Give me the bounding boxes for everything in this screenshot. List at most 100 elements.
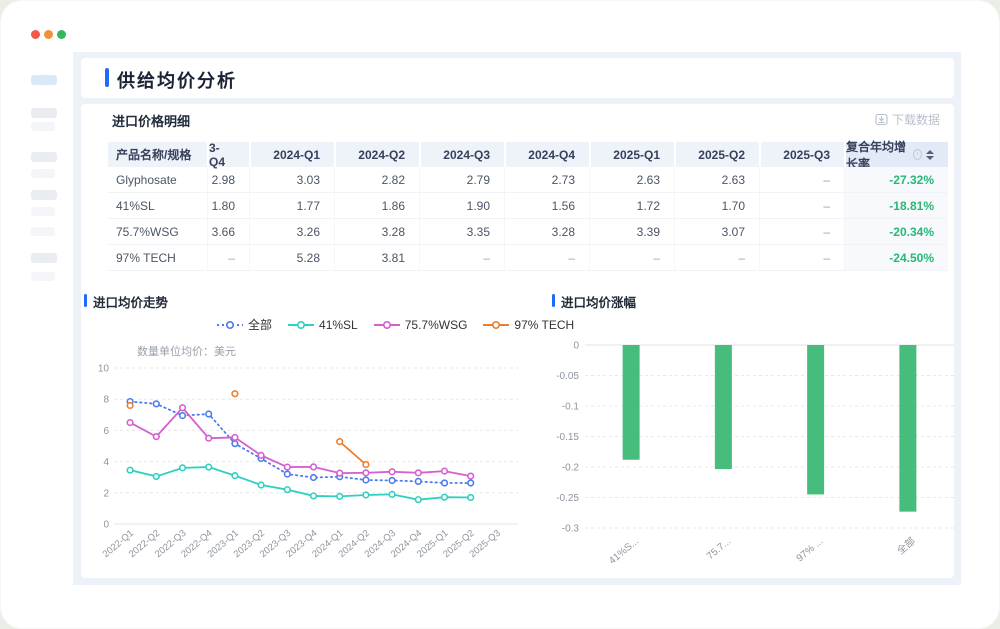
sidebar-skeleton-item: [31, 272, 55, 281]
column-header: 2025-Q1: [589, 142, 674, 167]
price-cell: 3.28: [504, 219, 589, 244]
price-cell: –: [419, 245, 504, 270]
close-window-dot[interactable]: [31, 30, 40, 39]
price-cell: 3.26: [249, 219, 334, 244]
svg-text:0: 0: [103, 520, 109, 531]
line-chart-legend: 全部 41%SL 75.7%WSG 97% TECH: [217, 316, 574, 333]
table-row: 75.7%WSG 3.66 3.26 3.28 3.35 3.28 3.39 3.07– -20…: [108, 219, 948, 245]
page-header: 供给均价分析: [81, 58, 954, 98]
line-chart-subtitle: 数量单位均价：美元: [137, 346, 236, 358]
table-section-title: 进口价格明细: [112, 114, 191, 129]
price-cell: 1.86: [334, 193, 419, 218]
price-cell: –: [759, 167, 844, 192]
price-cell: 3.35: [419, 219, 504, 244]
legend-label: 41%SL: [319, 317, 358, 332]
main-panel: 供给均价分析 进口价格明细 下载数据 产品名称/规格 3-Q4 2024-Q1 202…: [73, 52, 961, 585]
cagr-cell: -27.32%: [844, 167, 948, 192]
sidebar-skeleton-item: [31, 253, 57, 263]
legend-item[interactable]: 75.7%WSG: [373, 317, 468, 332]
window-controls: [31, 30, 66, 39]
legend-marker-icon: [217, 320, 243, 329]
bar-41%S...: [622, 345, 640, 460]
legend-marker-icon: [288, 320, 315, 329]
svg-text:6: 6: [103, 426, 109, 437]
sidebar-skeleton-item: [31, 75, 57, 85]
svg-text:-0.15: -0.15: [556, 432, 579, 443]
download-label: 下载数据: [891, 113, 940, 127]
product-name-cell: 41%SL: [116, 198, 155, 213]
content-card: 进口价格明细 下载数据 产品名称/规格 3-Q4 2024-Q1 2024-Q2 202…: [81, 104, 954, 578]
product-name-cell: 97% TECH: [116, 250, 176, 265]
svg-text:-0.1: -0.1: [562, 402, 580, 413]
column-header-label: 2024-Q4: [528, 147, 575, 162]
series-75.7%WSG: [126, 404, 475, 480]
column-header-label: 2024-Q1: [273, 147, 320, 162]
sidebar-skeleton-item: [31, 190, 57, 200]
price-cell: 2.63: [674, 167, 759, 192]
column-header: 产品名称/规格: [108, 142, 207, 167]
price-cell: 2.98: [207, 167, 249, 192]
svg-text:97% ...: 97% ...: [795, 536, 826, 564]
bar-chart-svg: 0 -0.05 -0.1 -0.15 -0.2 -0.25 -0.3 41%S... 75.7.…: [556, 341, 954, 567]
download-data-button[interactable]: 下载数据: [869, 110, 946, 129]
column-header: 2025-Q2: [674, 142, 759, 167]
price-cell: 3.81: [334, 245, 419, 270]
table-row: 41%SL 1.80 1.77 1.86 1.90 1.56 1.72 1.70– -18.81…: [108, 193, 948, 219]
svg-text:0: 0: [573, 341, 579, 352]
column-header[interactable]: 复合年均增长率 i: [844, 140, 948, 171]
price-cell: 5.28: [249, 245, 334, 270]
cagr-cell: -18.81%: [844, 193, 948, 218]
price-cell: –: [759, 219, 844, 244]
svg-text:2: 2: [103, 488, 109, 499]
legend-label: 75.7%WSG: [404, 317, 468, 332]
table-header-row: 产品名称/规格 3-Q4 2024-Q1 2024-Q2 2024-Q3 2024-Q4 2…: [108, 140, 948, 171]
minimize-window-dot[interactable]: [44, 30, 53, 39]
price-cell: –: [589, 245, 674, 270]
price-cell: 3.07: [674, 219, 759, 244]
svg-text:-0.3: -0.3: [562, 524, 580, 535]
import-price-table: 产品名称/规格 3-Q4 2024-Q1 2024-Q2 2024-Q3 2024-Q4 2…: [108, 140, 948, 271]
sidebar-skeleton-item: [31, 227, 55, 236]
download-icon: [875, 113, 888, 126]
svg-text:41%S...: 41%S...: [607, 536, 641, 567]
svg-text:-0.05: -0.05: [556, 371, 579, 382]
price-cell: 1.70: [674, 193, 759, 218]
column-header-label: 2024-Q2: [358, 147, 405, 162]
sidebar-skeleton-item: [31, 152, 57, 162]
svg-text:75.7...: 75.7...: [705, 536, 733, 562]
price-cell: 1.90: [419, 193, 504, 218]
price-cell: –: [504, 245, 589, 270]
line-chart-accent-bar: [84, 294, 87, 307]
column-header: 2024-Q1: [249, 142, 334, 167]
svg-text:-0.25: -0.25: [556, 493, 579, 504]
bar-97% ...: [807, 345, 825, 495]
legend-label: 97% TECH: [514, 317, 575, 332]
price-cell: 1.77: [249, 193, 334, 218]
legend-item[interactable]: 全部: [217, 316, 272, 333]
line-chart-svg: 02468102022-Q12022-Q22022-Q32022-Q42023-…: [98, 364, 518, 560]
price-cell: 3.28: [334, 219, 419, 244]
bar-全部: [899, 345, 917, 512]
price-cell: 3.66: [207, 219, 249, 244]
legend-label: 全部: [248, 318, 273, 332]
price-cell: 2.63: [589, 167, 674, 192]
column-header-label: 产品名称/规格: [116, 148, 192, 162]
legend-item[interactable]: 41%SL: [288, 318, 358, 332]
line-chart-title: 进口均价走势: [93, 296, 169, 310]
column-header-label: 2025-Q3: [783, 147, 830, 162]
bar-chart-title: 进口均价涨幅: [561, 296, 637, 310]
page-title: 供给均价分析: [117, 71, 237, 91]
legend-item[interactable]: 97% TECH: [483, 318, 574, 332]
price-cell: 2.82: [334, 167, 419, 192]
price-cell: 2.73: [504, 167, 589, 192]
column-header-label: 3-Q4: [209, 140, 226, 169]
fullscreen-window-dot[interactable]: [57, 30, 66, 39]
title-accent-bar: [105, 68, 109, 87]
cagr-cell: -20.34%: [844, 219, 948, 244]
column-header: 3-Q4: [207, 140, 249, 169]
sort-carets-icon[interactable]: [926, 149, 934, 160]
bar-chart-accent-bar: [552, 294, 555, 307]
column-header: 2024-Q3: [419, 142, 504, 167]
price-cell: 1.72: [589, 193, 674, 218]
